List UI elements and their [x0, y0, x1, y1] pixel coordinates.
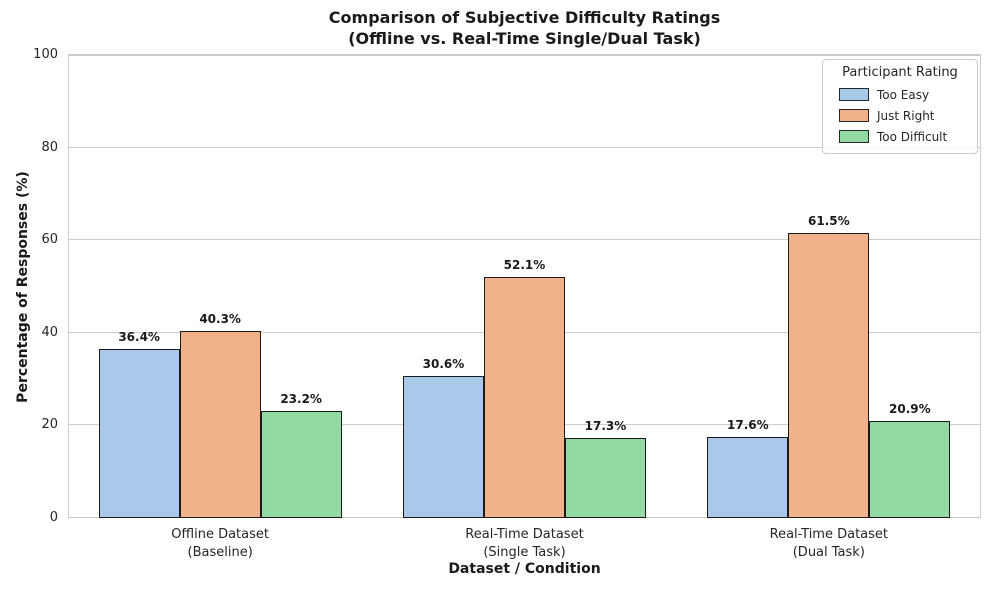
- legend-swatch-icon: [839, 130, 869, 143]
- legend-swatch-icon: [839, 109, 869, 122]
- legend-item-label: Too Easy: [877, 87, 930, 102]
- y-tick-label-80: 80: [41, 139, 58, 155]
- legend: Participant Rating Too Easy Just Right Too…: [822, 59, 978, 154]
- bar-too-difficult-group1: [260, 410, 342, 518]
- bar-too-easy-group3: [707, 436, 789, 518]
- gridline-100: [68, 54, 981, 55]
- x-tick-label-group2: Real-Time Dataset (Single Task): [415, 526, 635, 562]
- bar-value-label: 17.3%: [584, 418, 627, 433]
- legend-swatch-icon: [839, 88, 869, 101]
- x-tick-label-group3: Real-Time Dataset (Dual Task): [719, 526, 939, 562]
- legend-item-too-easy: Too Easy: [829, 84, 971, 105]
- y-axis-label: Percentage of Responses (%): [15, 171, 31, 403]
- chart-title-line2: (Offline vs. Real-Time Single/Dual Task): [348, 29, 701, 48]
- legend-item-label: Too Difficult: [877, 129, 948, 144]
- bar-just-right-group2: [484, 276, 565, 518]
- bar-value-label: 40.3%: [199, 312, 241, 327]
- x-tick-line1: Real-Time Dataset: [465, 527, 584, 542]
- y-tick-label-60: 60: [41, 232, 58, 248]
- x-axis-label: Dataset / Condition: [448, 561, 601, 577]
- bar-value-label: 61.5%: [808, 214, 850, 229]
- bar-value-label: 23.2%: [280, 391, 322, 406]
- x-tick-label-group1: Offline Dataset (Baseline): [110, 526, 330, 562]
- legend-item-just-right: Just Right: [829, 105, 971, 126]
- bar-too-easy-group2: [403, 376, 484, 518]
- x-tick-line2: (Single Task): [483, 545, 566, 560]
- bar-value-label: 17.6%: [727, 417, 769, 432]
- bar-just-right-group3: [788, 233, 870, 518]
- bar-too-difficult-group3: [869, 421, 951, 518]
- y-tick-label-0: 0: [49, 510, 58, 525]
- legend-title: Participant Rating: [842, 65, 958, 80]
- bar-value-label: 20.9%: [889, 402, 931, 417]
- bar-value-label: 52.1%: [503, 257, 546, 272]
- x-tick-line2: (Dual Task): [792, 545, 865, 560]
- bar-value-label: 30.6%: [422, 357, 465, 372]
- gridline-60: [68, 239, 981, 241]
- y-tick-label-20: 20: [41, 417, 58, 433]
- legend-item-label: Just Right: [877, 108, 935, 123]
- legend-item-too-difficult: Too Difficult: [829, 126, 971, 147]
- bar-too-difficult-group2: [565, 437, 646, 518]
- bar-value-label: 36.4%: [118, 330, 160, 345]
- bar-just-right-group1: [179, 331, 261, 518]
- chart-title-line1: Comparison of Subjective Difficulty Rati…: [328, 8, 721, 27]
- bar-too-easy-group1: [98, 349, 180, 518]
- x-tick-line1: Real-Time Dataset: [769, 527, 889, 542]
- chart-title: Comparison of Subjective Difficulty Rati…: [68, 7, 981, 49]
- gridline-80: [68, 146, 981, 148]
- x-tick-line1: Offline Dataset: [171, 527, 269, 542]
- y-tick-label-100: 100: [33, 47, 58, 62]
- x-tick-line2: (Baseline): [187, 545, 253, 560]
- y-tick-label-40: 40: [41, 324, 58, 340]
